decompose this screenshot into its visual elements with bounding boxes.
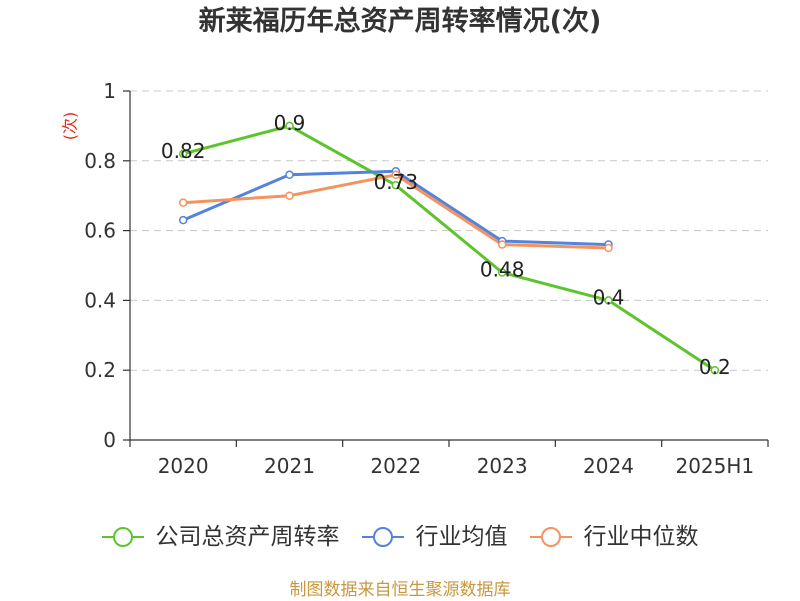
legend-icon-marker bbox=[540, 527, 561, 547]
company-turnover-data-label: 0.73 bbox=[374, 170, 419, 194]
y-tick-label: 0 bbox=[103, 428, 116, 452]
legend-icon-marker bbox=[372, 527, 393, 547]
industry-median-point bbox=[391, 170, 401, 180]
company-turnover-point bbox=[604, 296, 613, 305]
legend-label: 公司总资产周转率 bbox=[155, 524, 340, 550]
legend-item-industry-median: 行业中位数 bbox=[529, 520, 699, 554]
legend-icon-marker bbox=[112, 527, 133, 547]
chart-title: 新莱福历年总资产周转率情况(次) bbox=[198, 6, 602, 37]
x-tick-label: 2020 bbox=[158, 454, 209, 478]
company-turnover-point bbox=[178, 149, 188, 159]
y-tick-label: 0.2 bbox=[84, 358, 116, 382]
company-turnover-point bbox=[285, 121, 294, 131]
x-tick-label: 2022 bbox=[370, 454, 421, 478]
company-turnover-line bbox=[181, 124, 717, 372]
legend-item-company-turnover: 公司总资产周转率 bbox=[101, 520, 340, 554]
company-turnover-point bbox=[497, 268, 507, 277]
y-axis-label: (次) bbox=[61, 112, 80, 141]
data-labels: 0.82 0.9 0.73 0.48 0.4 0.2 bbox=[161, 111, 731, 379]
series-markers bbox=[178, 121, 720, 375]
x-axis: 2020 2021 2022 2023 2024 2025H1 bbox=[129, 439, 769, 478]
industry-median-point bbox=[604, 243, 613, 253]
legend-line-marker-icon bbox=[101, 527, 144, 547]
y-tick-label: 0.8 bbox=[84, 149, 116, 173]
source-note: 制图数据来自恒生聚源数据库 bbox=[289, 580, 511, 600]
industry-mean-point bbox=[178, 215, 188, 225]
x-tick-label: 2024 bbox=[583, 454, 634, 478]
series-lines bbox=[181, 124, 717, 372]
industry-median-point bbox=[285, 191, 294, 200]
legend-line-marker-icon bbox=[529, 527, 572, 547]
company-turnover-data-label: 0.4 bbox=[593, 285, 625, 309]
company-turnover-point bbox=[391, 180, 401, 190]
company-turnover-data-label: 0.9 bbox=[274, 111, 306, 135]
company-turnover-data-label: 0.2 bbox=[699, 355, 731, 379]
x-tick-label: 2023 bbox=[477, 454, 528, 478]
y-tick-label: 1 bbox=[103, 79, 116, 103]
y-axis: 0 0.2 0.4 0.6 0.8 1 bbox=[84, 79, 131, 452]
y-tick-label: 0.6 bbox=[84, 219, 116, 243]
legend-label: 行业中位数 bbox=[583, 524, 699, 550]
industry-median-point bbox=[497, 240, 507, 249]
x-tick-label: 2021 bbox=[264, 454, 315, 478]
company-turnover-data-label: 0.48 bbox=[480, 257, 525, 281]
y-tick-label: 0.4 bbox=[84, 288, 116, 312]
legend-item-industry-mean: 行业均值 bbox=[361, 520, 508, 554]
industry-mean-point bbox=[285, 170, 294, 180]
x-tick-label: 2025H1 bbox=[675, 454, 754, 478]
industry-median-point bbox=[178, 198, 188, 207]
legend: 公司总资产周转率 行业均值 行业中位数 bbox=[0, 520, 800, 554]
legend-label: 行业均值 bbox=[415, 524, 508, 550]
company-turnover-data-label: 0.82 bbox=[161, 139, 206, 163]
company-turnover-point bbox=[710, 365, 720, 375]
legend-line-marker-icon bbox=[361, 527, 404, 547]
